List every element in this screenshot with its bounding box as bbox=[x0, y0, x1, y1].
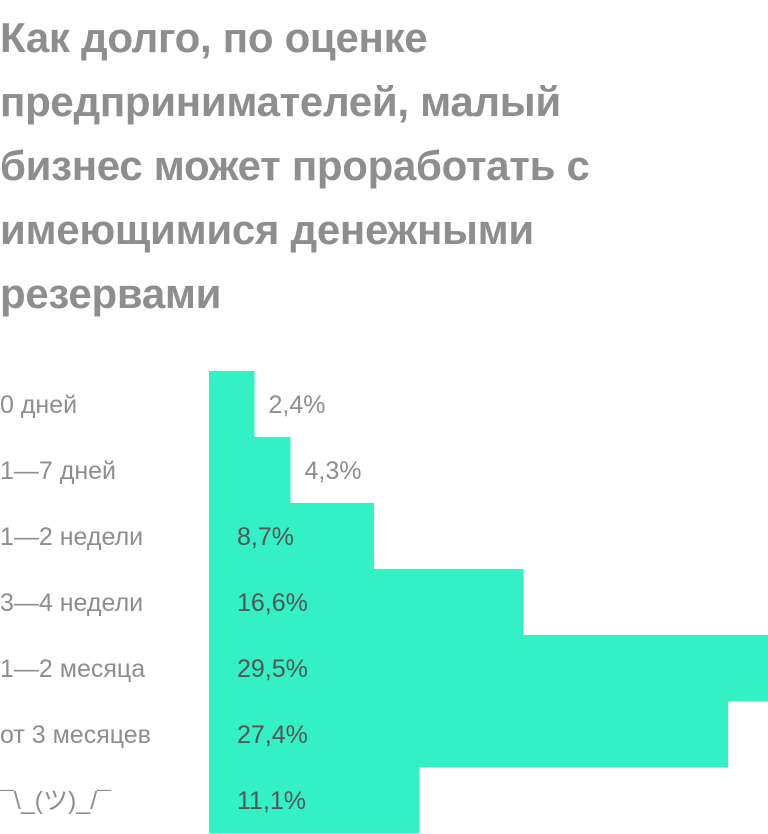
category-label: 1—2 месяца bbox=[0, 655, 145, 683]
category-label: 1—7 дней bbox=[0, 457, 116, 485]
value-label: 4,3% bbox=[304, 457, 361, 485]
value-label: 8,7% bbox=[237, 523, 294, 551]
value-label: 29,5% bbox=[237, 655, 308, 683]
value-label: 16,6% bbox=[237, 589, 308, 617]
category-label: от 3 месяцев bbox=[0, 721, 151, 749]
bar-0 bbox=[209, 371, 255, 438]
category-label: 0 дней bbox=[0, 391, 77, 419]
bar-6 bbox=[209, 767, 420, 834]
chart-title: Как долго, по оценке предпринимателей, м… bbox=[0, 14, 590, 317]
category-label: ¯\_(ツ)_/¯ bbox=[0, 787, 112, 815]
value-label: 2,4% bbox=[268, 391, 325, 419]
labels-layer: 0 дней 2,4% 1—7 дней 4,3% 1—2 недели 8,7% 3—4 … bbox=[0, 391, 361, 815]
value-label: 27,4% bbox=[237, 721, 308, 749]
bar-1 bbox=[209, 437, 291, 504]
bar-4 bbox=[209, 635, 768, 702]
bars-layer bbox=[209, 371, 768, 834]
category-label: 1—2 недели bbox=[0, 523, 143, 551]
bar-2 bbox=[209, 503, 374, 570]
value-label: 11,1% bbox=[237, 787, 306, 815]
bar-3 bbox=[209, 569, 524, 636]
bar-5 bbox=[209, 701, 729, 768]
category-label: 3—4 недели bbox=[0, 589, 143, 617]
